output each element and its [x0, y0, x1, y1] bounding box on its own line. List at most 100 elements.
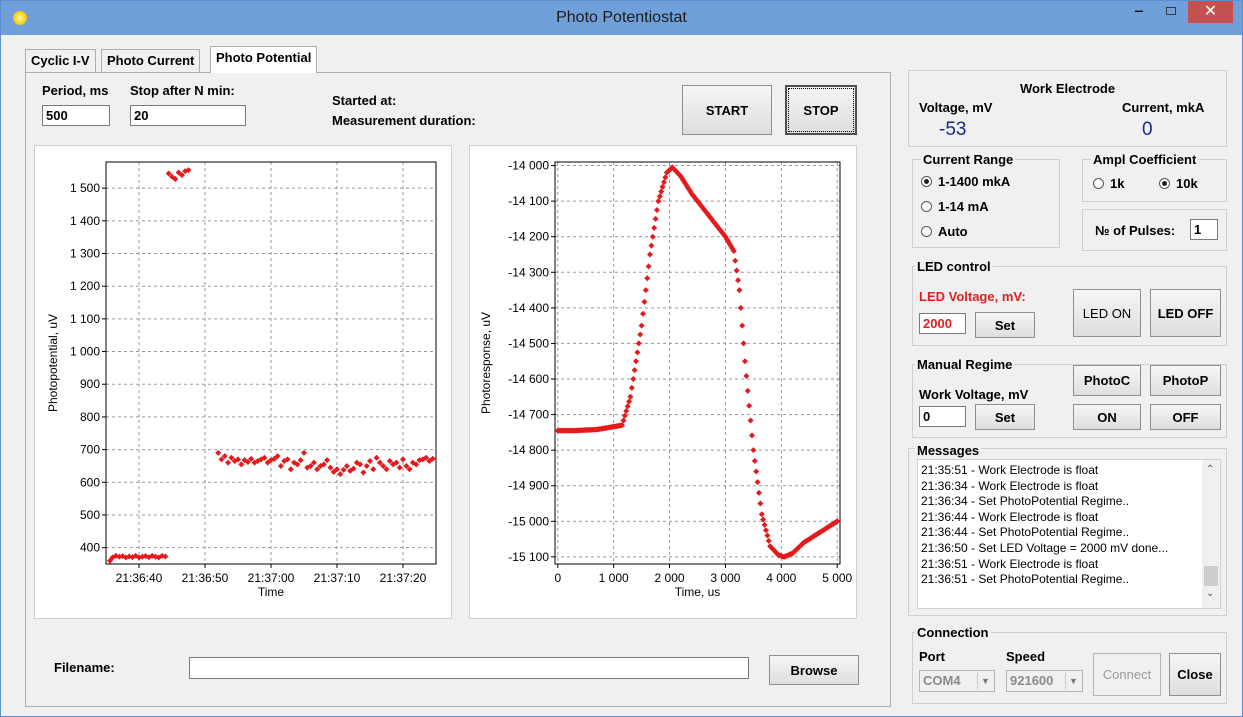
- data-point: [658, 188, 665, 195]
- data-point: [638, 322, 645, 329]
- data-point: [723, 236, 730, 243]
- data-point: [655, 198, 662, 205]
- y-tick-label: -14 700: [508, 408, 549, 422]
- radio-auto[interactable]: Auto: [921, 224, 968, 239]
- filename-label: Filename:: [54, 660, 115, 675]
- close-icon[interactable]: ✕: [1188, 1, 1233, 23]
- led-on-button[interactable]: LED ON: [1073, 289, 1141, 337]
- x-tick-label: 21:37:10: [314, 571, 361, 585]
- manual-regime-group: Manual Regime Work Voltage, mV 0 Set Pho…: [912, 357, 1227, 438]
- data-point: [739, 322, 746, 329]
- photoresponse-chart-svg: 0 1 000 2 000 3 000 4 000 5 000 -15 100 -15 000…: [479, 159, 853, 599]
- on-button[interactable]: ON: [1073, 404, 1141, 430]
- data-point: [383, 466, 390, 473]
- radio-1-1400-mka[interactable]: 1-1400 mkA: [921, 174, 1010, 189]
- data-point: [403, 462, 410, 469]
- y-tick-label: 500: [80, 508, 100, 522]
- led-voltage-input[interactable]: 2000: [919, 313, 966, 334]
- y-tick-label: -14 400: [508, 301, 549, 315]
- stop-after-input[interactable]: 20: [130, 105, 246, 126]
- connect-button[interactable]: Connect: [1093, 653, 1161, 696]
- speed-select[interactable]: 921600 ▼: [1006, 670, 1083, 692]
- tab-cyclic-iv[interactable]: Cyclic I-V: [25, 49, 96, 72]
- message-item: 21:36:44 - Set PhotoPotential Regime..: [921, 525, 1130, 540]
- radio-unselected-icon: [921, 226, 932, 237]
- led-set-button[interactable]: Set: [975, 312, 1035, 338]
- data-point: [740, 340, 747, 347]
- data-point: [660, 179, 667, 186]
- message-item: 21:35:51 - Work Electrode is float: [921, 463, 1099, 477]
- x-tick-label: 21:36:40: [116, 571, 163, 585]
- title-bar[interactable]: Photo Potentiostat ‒ ✕: [1, 1, 1242, 35]
- stop-after-label: Stop after N min:: [130, 83, 235, 98]
- y-tick-label: 1 100: [70, 312, 100, 326]
- tab-photo-potential[interactable]: Photo Potential: [210, 46, 318, 73]
- current-range-title: Current Range: [921, 152, 1016, 167]
- data-point: [624, 403, 631, 410]
- message-item: 21:36:34 - Set PhotoPotential Regime..: [921, 494, 1130, 509]
- period-label: Period, ms: [42, 83, 109, 98]
- photoc-button[interactable]: PhotoC: [1073, 365, 1141, 396]
- radio-ampl-1k[interactable]: 1k: [1093, 176, 1124, 191]
- work-voltage-set-button[interactable]: Set: [975, 404, 1035, 430]
- y-axis-label: Photoresponse, uV: [479, 312, 493, 414]
- filename-input[interactable]: [189, 657, 749, 679]
- data-point: [376, 459, 383, 466]
- led-off-button[interactable]: LED OFF: [1150, 289, 1221, 337]
- y-tick-label: 1 300: [70, 247, 100, 261]
- radio-1-14-ma[interactable]: 1-14 mA: [921, 199, 989, 214]
- data-point: [119, 553, 126, 560]
- data-point: [370, 466, 377, 473]
- data-point: [327, 464, 334, 471]
- data-point: [294, 461, 301, 468]
- messages-scrollbar[interactable]: ⌃ ⌄: [1202, 460, 1220, 608]
- x-tick-label: 3 000: [710, 571, 740, 585]
- browse-button[interactable]: Browse: [769, 655, 859, 685]
- maximize-icon[interactable]: [1157, 1, 1185, 23]
- radio-ampl-10k[interactable]: 10k: [1159, 176, 1198, 191]
- work-voltage-input[interactable]: 0: [919, 406, 966, 427]
- data-point: [400, 456, 406, 463]
- app-icon: [13, 11, 27, 25]
- data-point: [225, 459, 232, 466]
- start-button[interactable]: START: [682, 85, 772, 135]
- close-button[interactable]: Close: [1169, 653, 1221, 696]
- data-point: [628, 384, 635, 391]
- data-point: [162, 553, 169, 560]
- data-point: [307, 462, 314, 469]
- messages-list[interactable]: 21:35:51 - Work Electrode is float 21:36:…: [917, 459, 1221, 609]
- voltage-value: -53: [939, 119, 967, 140]
- period-input[interactable]: 500: [42, 105, 110, 126]
- tab-photo-current[interactable]: Photo Current: [101, 49, 201, 72]
- work-electrode-group: Work Electrode Voltage, mV -53 Current, …: [908, 70, 1227, 147]
- scroll-down-icon[interactable]: ⌄: [1206, 588, 1215, 599]
- data-point: [637, 331, 644, 338]
- scrollbar-thumb[interactable]: [1204, 566, 1218, 586]
- x-tick-label: 21:37:20: [380, 571, 427, 585]
- port-label: Port: [919, 649, 945, 664]
- data-point: [621, 412, 628, 419]
- data-point: [228, 454, 235, 461]
- minimize-icon[interactable]: ‒: [1135, 2, 1143, 18]
- pulses-input[interactable]: 1: [1190, 219, 1218, 240]
- scroll-up-icon[interactable]: ⌃: [1206, 464, 1215, 475]
- data-point: [733, 267, 740, 274]
- pulses-label: № of Pulses:: [1095, 223, 1176, 238]
- data-point: [747, 417, 754, 424]
- data-point: [652, 215, 659, 222]
- data-point: [744, 387, 751, 394]
- stop-button[interactable]: STOP: [785, 85, 857, 135]
- messages-title: Messages: [915, 443, 982, 458]
- data-point: [155, 554, 162, 561]
- photoresponse-chart: 0 1 000 2 000 3 000 4 000 5 000 -15 100 -15 000…: [469, 145, 857, 619]
- y-tick-label: -14 800: [508, 443, 549, 457]
- y-tick-label: -14 100: [508, 194, 549, 208]
- data-point: [737, 304, 744, 311]
- port-select[interactable]: COM4 ▼: [919, 670, 995, 692]
- x-tick-label: 0: [554, 571, 561, 585]
- data-point: [757, 500, 764, 507]
- photop-button[interactable]: PhotoP: [1150, 365, 1221, 396]
- data-point: [753, 468, 760, 475]
- off-button[interactable]: OFF: [1150, 404, 1221, 430]
- x-axis-label: Time: [258, 585, 285, 599]
